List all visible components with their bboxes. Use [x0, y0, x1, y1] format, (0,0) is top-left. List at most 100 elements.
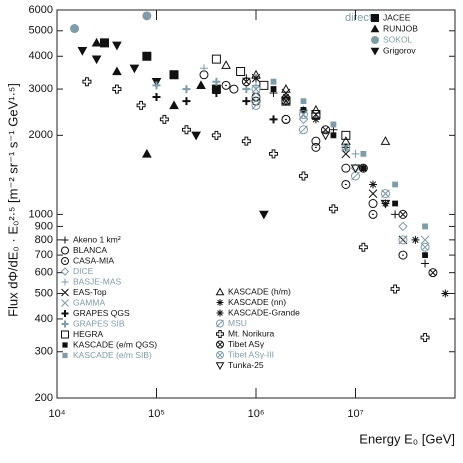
data-point [259, 80, 269, 90]
data-point [152, 92, 161, 101]
legend-marker [216, 330, 224, 338]
data-point [281, 84, 291, 93]
data-point [236, 66, 246, 76]
y-axis-title: Flux dΦ/dE₀ · E₀²·⁵ [m⁻² sr⁻¹ s⁻¹ GeV¹·⁵… [5, 83, 20, 317]
legend-marker [216, 351, 225, 359]
legend-label: GRAPES SIB [73, 318, 125, 328]
data-point [422, 252, 428, 258]
data-point [351, 171, 361, 181]
data-point [420, 235, 430, 245]
legend-label: DICE [73, 266, 94, 276]
x-tick-label: 10⁷ [347, 408, 363, 420]
data-point [269, 115, 278, 124]
data-point [420, 242, 430, 252]
data-point [181, 125, 191, 135]
x-axis-title: Energy E₀ [GeV] [359, 431, 455, 446]
legend-label: KASCADE (nn) [228, 297, 286, 307]
data-point [380, 136, 391, 145]
legend-marker [61, 236, 69, 244]
data-point [211, 130, 221, 140]
legend-label: RUNJOB [383, 23, 418, 33]
data-point [428, 268, 438, 278]
data-point [269, 149, 279, 159]
data-point [391, 210, 400, 219]
legend-label: Tibet ASγ [228, 339, 265, 349]
data-point [390, 284, 400, 294]
legend-marker [216, 340, 225, 349]
data-point [182, 97, 191, 106]
data-point [99, 38, 109, 48]
data-point [330, 132, 337, 139]
legend-label: KASCADE (h/m) [228, 286, 291, 296]
data-point [398, 221, 408, 232]
data-point [242, 85, 251, 94]
data-point [70, 24, 80, 34]
data-point [341, 179, 351, 189]
y-tick-label: 1000 [29, 208, 53, 220]
data-point [358, 163, 368, 173]
legend-label: KASCADE (e/m QGS) [73, 339, 157, 349]
legend-marker [61, 278, 69, 286]
data-point [350, 164, 361, 174]
data-point [311, 110, 321, 120]
legend-marker [216, 299, 224, 306]
legend-label: BLANCA [73, 245, 107, 255]
data-point [300, 106, 307, 113]
legend-label: HEGRA [73, 329, 104, 339]
data-point [330, 121, 337, 128]
legend-label: GRAPES QGS [73, 308, 130, 318]
data-point [398, 250, 408, 260]
y-tick-label: 4000 [29, 50, 53, 62]
legend-marker [216, 309, 224, 317]
data-point [129, 64, 140, 74]
data-point [398, 209, 408, 219]
data-point [169, 70, 179, 80]
y-tick-label: 400 [35, 313, 53, 325]
data-point [152, 81, 161, 90]
data-point [360, 150, 367, 157]
y-tick-label: 700 [35, 249, 53, 261]
legend-marker [216, 319, 225, 328]
data-point [298, 125, 308, 135]
legend-label: Mt. Norikura [228, 328, 275, 338]
data-point [112, 66, 122, 76]
legend-marker [61, 299, 69, 307]
legend-label: KASCADE-Grande [228, 307, 300, 317]
data-point [368, 189, 378, 198]
legend-marker [61, 246, 70, 255]
data-point [380, 189, 390, 199]
data-point [311, 115, 320, 124]
data-point [229, 84, 239, 94]
legend-marker [61, 257, 70, 265]
data-point [281, 114, 291, 124]
legend-label: BASJE-MAS [73, 276, 122, 286]
data-point [251, 84, 261, 94]
data-point [311, 104, 321, 114]
data-point [369, 180, 378, 189]
data-point [91, 55, 102, 65]
legend-marker [60, 267, 70, 276]
legend-marker [62, 352, 68, 359]
data-point [142, 51, 152, 61]
y-tick-label: 500 [35, 287, 53, 299]
data-point [251, 100, 261, 110]
data-point [300, 98, 307, 104]
legend-marker [61, 330, 69, 339]
data-point [221, 60, 231, 69]
data-point [196, 80, 206, 90]
legend-marker [370, 47, 380, 56]
legend-marker [371, 14, 379, 22]
data-point [199, 70, 209, 80]
y-tick-label: 3000 [29, 83, 53, 95]
data-point [77, 46, 88, 56]
y-tick-label: 900 [35, 220, 53, 232]
legend-label: Tibet ASγ-III [228, 349, 274, 359]
data-point [169, 100, 179, 110]
y-tick-label: 200 [35, 392, 53, 404]
data-point [421, 259, 430, 268]
data-point [241, 77, 251, 87]
y-tick-label: 600 [35, 267, 53, 279]
data-point [270, 78, 277, 85]
data-point [311, 142, 321, 152]
data-point [112, 84, 122, 94]
